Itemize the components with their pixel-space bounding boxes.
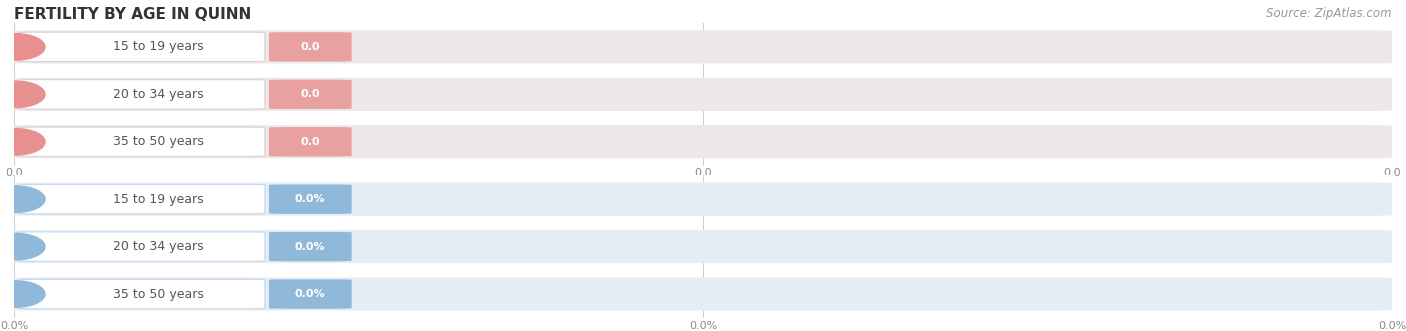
- FancyBboxPatch shape: [14, 230, 1392, 263]
- Text: 15 to 19 years: 15 to 19 years: [112, 193, 204, 206]
- FancyBboxPatch shape: [14, 125, 1392, 159]
- FancyBboxPatch shape: [269, 279, 352, 309]
- FancyBboxPatch shape: [14, 78, 1392, 111]
- FancyBboxPatch shape: [269, 80, 352, 109]
- Text: 0.0%: 0.0%: [295, 194, 326, 204]
- FancyBboxPatch shape: [18, 232, 264, 261]
- Ellipse shape: [0, 185, 46, 213]
- Text: Source: ZipAtlas.com: Source: ZipAtlas.com: [1267, 7, 1392, 20]
- FancyBboxPatch shape: [269, 184, 352, 214]
- FancyBboxPatch shape: [18, 279, 264, 309]
- Text: 20 to 34 years: 20 to 34 years: [112, 88, 204, 101]
- Text: 0.0: 0.0: [301, 89, 321, 99]
- FancyBboxPatch shape: [14, 277, 1392, 310]
- FancyBboxPatch shape: [269, 232, 352, 261]
- FancyBboxPatch shape: [18, 127, 264, 157]
- Ellipse shape: [0, 80, 46, 108]
- Ellipse shape: [0, 128, 46, 156]
- Text: 15 to 19 years: 15 to 19 years: [112, 40, 204, 53]
- Text: 35 to 50 years: 35 to 50 years: [112, 288, 204, 301]
- Text: 35 to 50 years: 35 to 50 years: [112, 135, 204, 148]
- FancyBboxPatch shape: [18, 80, 264, 109]
- Text: 0.0: 0.0: [301, 42, 321, 52]
- Text: 0.0: 0.0: [301, 137, 321, 147]
- Text: 20 to 34 years: 20 to 34 years: [112, 240, 204, 253]
- FancyBboxPatch shape: [269, 127, 352, 157]
- Text: 0.0%: 0.0%: [295, 242, 326, 252]
- Text: FERTILITY BY AGE IN QUINN: FERTILITY BY AGE IN QUINN: [14, 7, 252, 22]
- Text: 0.0%: 0.0%: [295, 289, 326, 299]
- FancyBboxPatch shape: [18, 32, 264, 62]
- FancyBboxPatch shape: [269, 32, 352, 62]
- Ellipse shape: [0, 280, 46, 308]
- FancyBboxPatch shape: [18, 184, 264, 214]
- Ellipse shape: [0, 33, 46, 61]
- FancyBboxPatch shape: [14, 30, 1392, 64]
- Ellipse shape: [0, 233, 46, 260]
- FancyBboxPatch shape: [14, 183, 1392, 216]
